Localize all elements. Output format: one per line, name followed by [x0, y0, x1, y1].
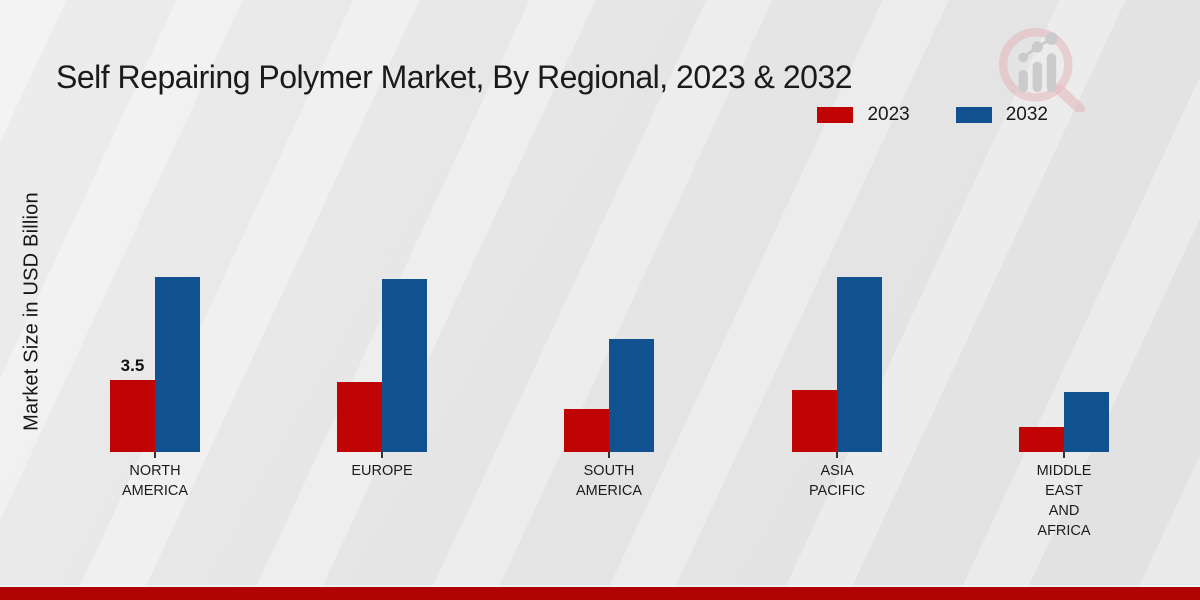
bar-value-label: 3.5	[120, 356, 145, 375]
legend-label-2032: 2032	[1005, 104, 1048, 125]
x-axis-tick	[836, 452, 838, 458]
category-label-europe: EUROPE	[351, 463, 413, 479]
category-label-south-america: SOUTH AMERICA	[575, 463, 643, 499]
x-axis-tick	[608, 452, 610, 458]
chart-title: Self Repairing Polymer Market, By Region…	[56, 59, 853, 96]
bar-2032-south-america	[609, 339, 654, 452]
category-label-asia-pacific: ASIA PACIFIC	[808, 463, 866, 499]
legend-swatch-2032	[955, 107, 992, 123]
bar-2023-middle-east-and-africa	[1019, 427, 1064, 452]
legend-swatch-2023	[817, 107, 854, 123]
bar-2023-asia-pacific	[792, 390, 837, 452]
bar-2032-middle-east-and-africa	[1064, 392, 1109, 452]
footer-accent-stripe	[0, 585, 1200, 600]
bar-2032-europe	[382, 279, 427, 452]
bar-2023-south-america	[564, 409, 609, 452]
magnifier-bar-chart-logo-icon	[999, 28, 1086, 112]
bar-2032-asia-pacific	[837, 277, 882, 452]
x-axis-tick	[1063, 452, 1065, 458]
legend-item-2032: 2032	[955, 104, 1048, 126]
legend-label-2023: 2023	[867, 104, 910, 125]
category-label-north-america: NORTH AMERICA	[121, 463, 189, 499]
bar-2023-north-america	[110, 380, 155, 452]
bar-2032-north-america	[155, 277, 200, 452]
legend: 2023 2032	[817, 104, 1048, 126]
bar-2023-europe	[337, 382, 382, 452]
x-axis-tick	[154, 452, 156, 458]
category-label-middle-east-and-africa: MIDDLE EAST AND AFRICA	[1036, 463, 1092, 539]
x-axis-tick	[381, 452, 383, 458]
legend-item-2023: 2023	[817, 104, 910, 126]
